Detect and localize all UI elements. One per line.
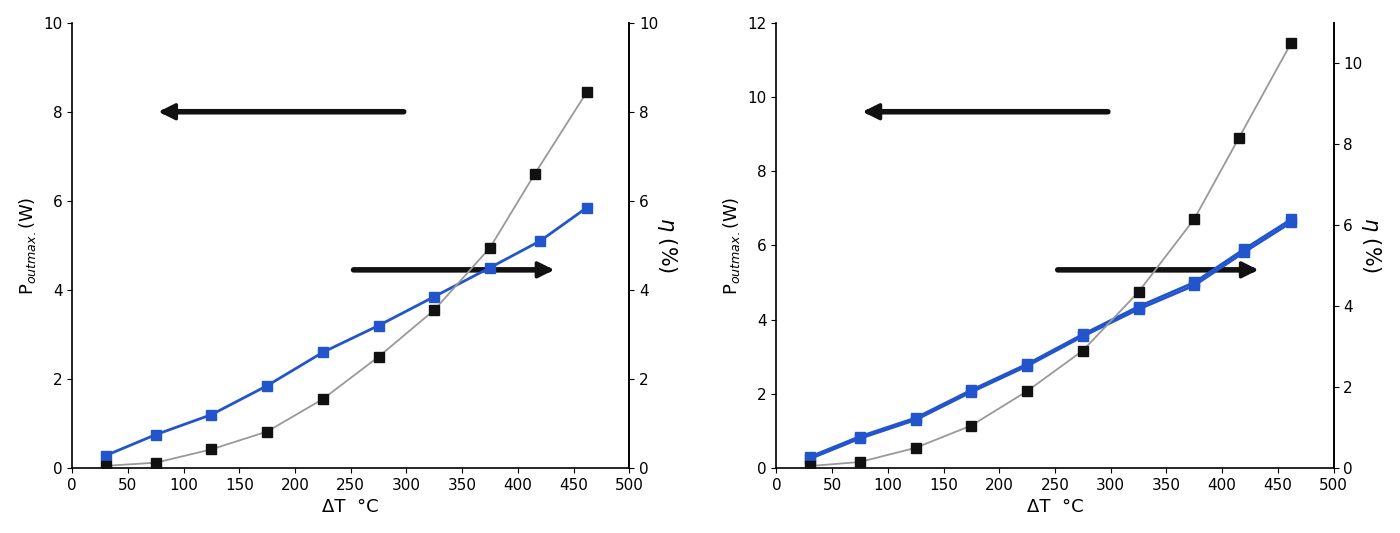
Y-axis label: P$_{outmax.}$(W): P$_{outmax.}$(W) — [721, 196, 742, 295]
Y-axis label: P$_{outmax.}$(W): P$_{outmax.}$(W) — [17, 196, 38, 295]
Y-axis label: $\eta$ (%): $\eta$ (%) — [1359, 217, 1383, 273]
X-axis label: ΔT  °C: ΔT °C — [1026, 498, 1084, 516]
X-axis label: ΔT  °C: ΔT °C — [322, 498, 379, 516]
Y-axis label: $\eta$ (%): $\eta$ (%) — [655, 217, 679, 273]
